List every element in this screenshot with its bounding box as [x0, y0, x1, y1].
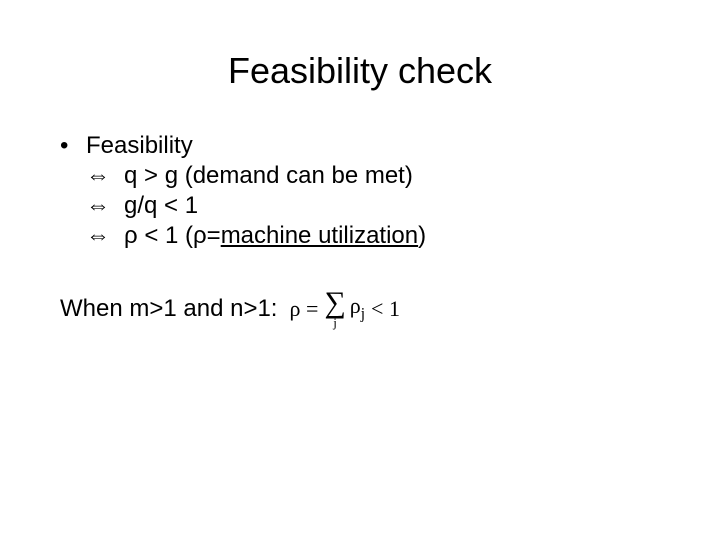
bullet-marker: •: [60, 132, 86, 160]
formula-rhs: < 1: [371, 296, 400, 322]
sub-line-1: ⇔ q > g (demand can be met): [60, 162, 660, 190]
sigma-block: ∑ j: [324, 288, 345, 329]
iff-arrow: ⇔: [86, 162, 124, 190]
line-3-underline: machine utilization: [221, 222, 418, 249]
line-2-text: g/q < 1: [124, 192, 660, 220]
summand-rho: ρ: [350, 293, 361, 318]
sub-line-2: ⇔ g/q < 1: [60, 192, 660, 220]
slide: Feasibility check • Feasibility ⇔ q > g …: [0, 0, 720, 540]
iff-arrow: ⇔: [86, 222, 124, 250]
when-row: When m>1 and n>1: ρ = ∑ j ρj < 1: [60, 288, 660, 329]
line-3-post: ): [418, 222, 426, 249]
slide-title: Feasibility check: [60, 50, 660, 92]
bullet-list: • Feasibility ⇔ q > g (demand can be met…: [60, 132, 660, 250]
bullet-text: Feasibility: [86, 132, 660, 160]
bullet-item: • Feasibility: [60, 132, 660, 160]
when-text: When m>1 and n>1:: [60, 295, 277, 323]
sigma-index: j: [333, 316, 337, 329]
summation-formula: ρ = ∑ j ρj < 1: [289, 288, 399, 329]
line-3-text: ρ < 1 (ρ=machine utilization): [124, 222, 660, 250]
summand-sub: j: [361, 306, 365, 323]
iff-arrow: ⇔: [86, 192, 124, 220]
summand: ρj: [350, 293, 365, 323]
formula-lhs: ρ =: [289, 296, 318, 322]
line-3-pre: ρ < 1 (ρ=: [124, 222, 221, 249]
sub-line-3: ⇔ ρ < 1 (ρ=machine utilization): [60, 222, 660, 250]
sigma-symbol: ∑: [324, 288, 345, 318]
line-1-text: q > g (demand can be met): [124, 162, 660, 190]
